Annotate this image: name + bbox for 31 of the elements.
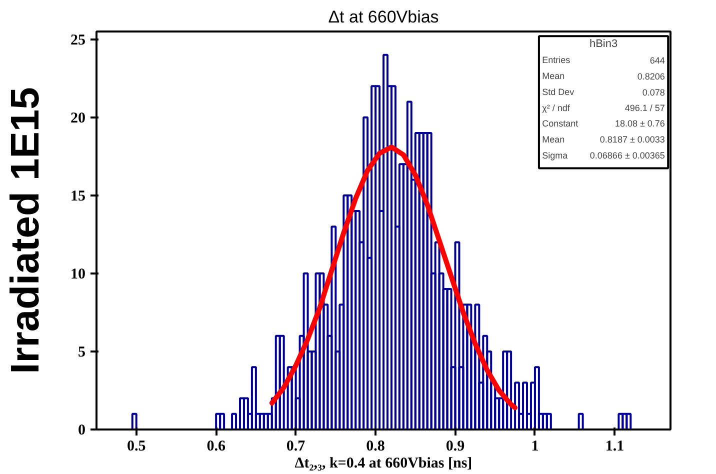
annotation: χ² / ndf xyxy=(542,102,570,113)
annotation: hBin3 xyxy=(589,38,618,50)
annotation: 0.06866 ± 0.00365 xyxy=(590,150,665,161)
y-tick-label: 0 xyxy=(78,422,86,438)
x-tick-label: 1 xyxy=(531,438,539,454)
annotation: 0.078 xyxy=(642,87,665,98)
annotation: 0.8206 xyxy=(637,71,665,82)
y-tick-label: 20 xyxy=(70,110,86,126)
y-tick-label: 25 xyxy=(70,32,86,48)
chart-title: Δt at 660Vbias xyxy=(328,8,439,26)
x-axis-title: Δt₂,₃, k=0.4 at 660Vbias [ns] xyxy=(294,456,472,472)
annotation: Std Dev xyxy=(542,86,575,97)
y-tick-label: 5 xyxy=(78,344,86,360)
annotation: Constant xyxy=(542,118,579,129)
annotation: Mean xyxy=(542,134,565,145)
x-tick-label: 0.6 xyxy=(206,438,226,454)
annotation: Entries xyxy=(542,55,571,66)
x-tick-label: 0.9 xyxy=(446,438,465,454)
x-tick-label: 1.1 xyxy=(605,438,624,454)
y-tick-label: 15 xyxy=(70,188,86,204)
x-tick-label: 0.8 xyxy=(366,438,385,454)
y-tick-label: 10 xyxy=(70,266,86,282)
annotation: Mean xyxy=(542,70,565,81)
annotation: 0.8187 ± 0.0033 xyxy=(600,134,665,145)
y-axis-title: Irradiated 1E15 xyxy=(4,87,48,374)
x-tick-label: 0.7 xyxy=(286,438,306,454)
annotation: 496.1 / 57 xyxy=(624,102,665,113)
annotation: 644 xyxy=(650,56,665,66)
x-tick-label: 0.5 xyxy=(126,438,146,454)
annotation: 18.08 ± 0.76 xyxy=(614,118,665,129)
annotation: Sigma xyxy=(542,150,568,161)
